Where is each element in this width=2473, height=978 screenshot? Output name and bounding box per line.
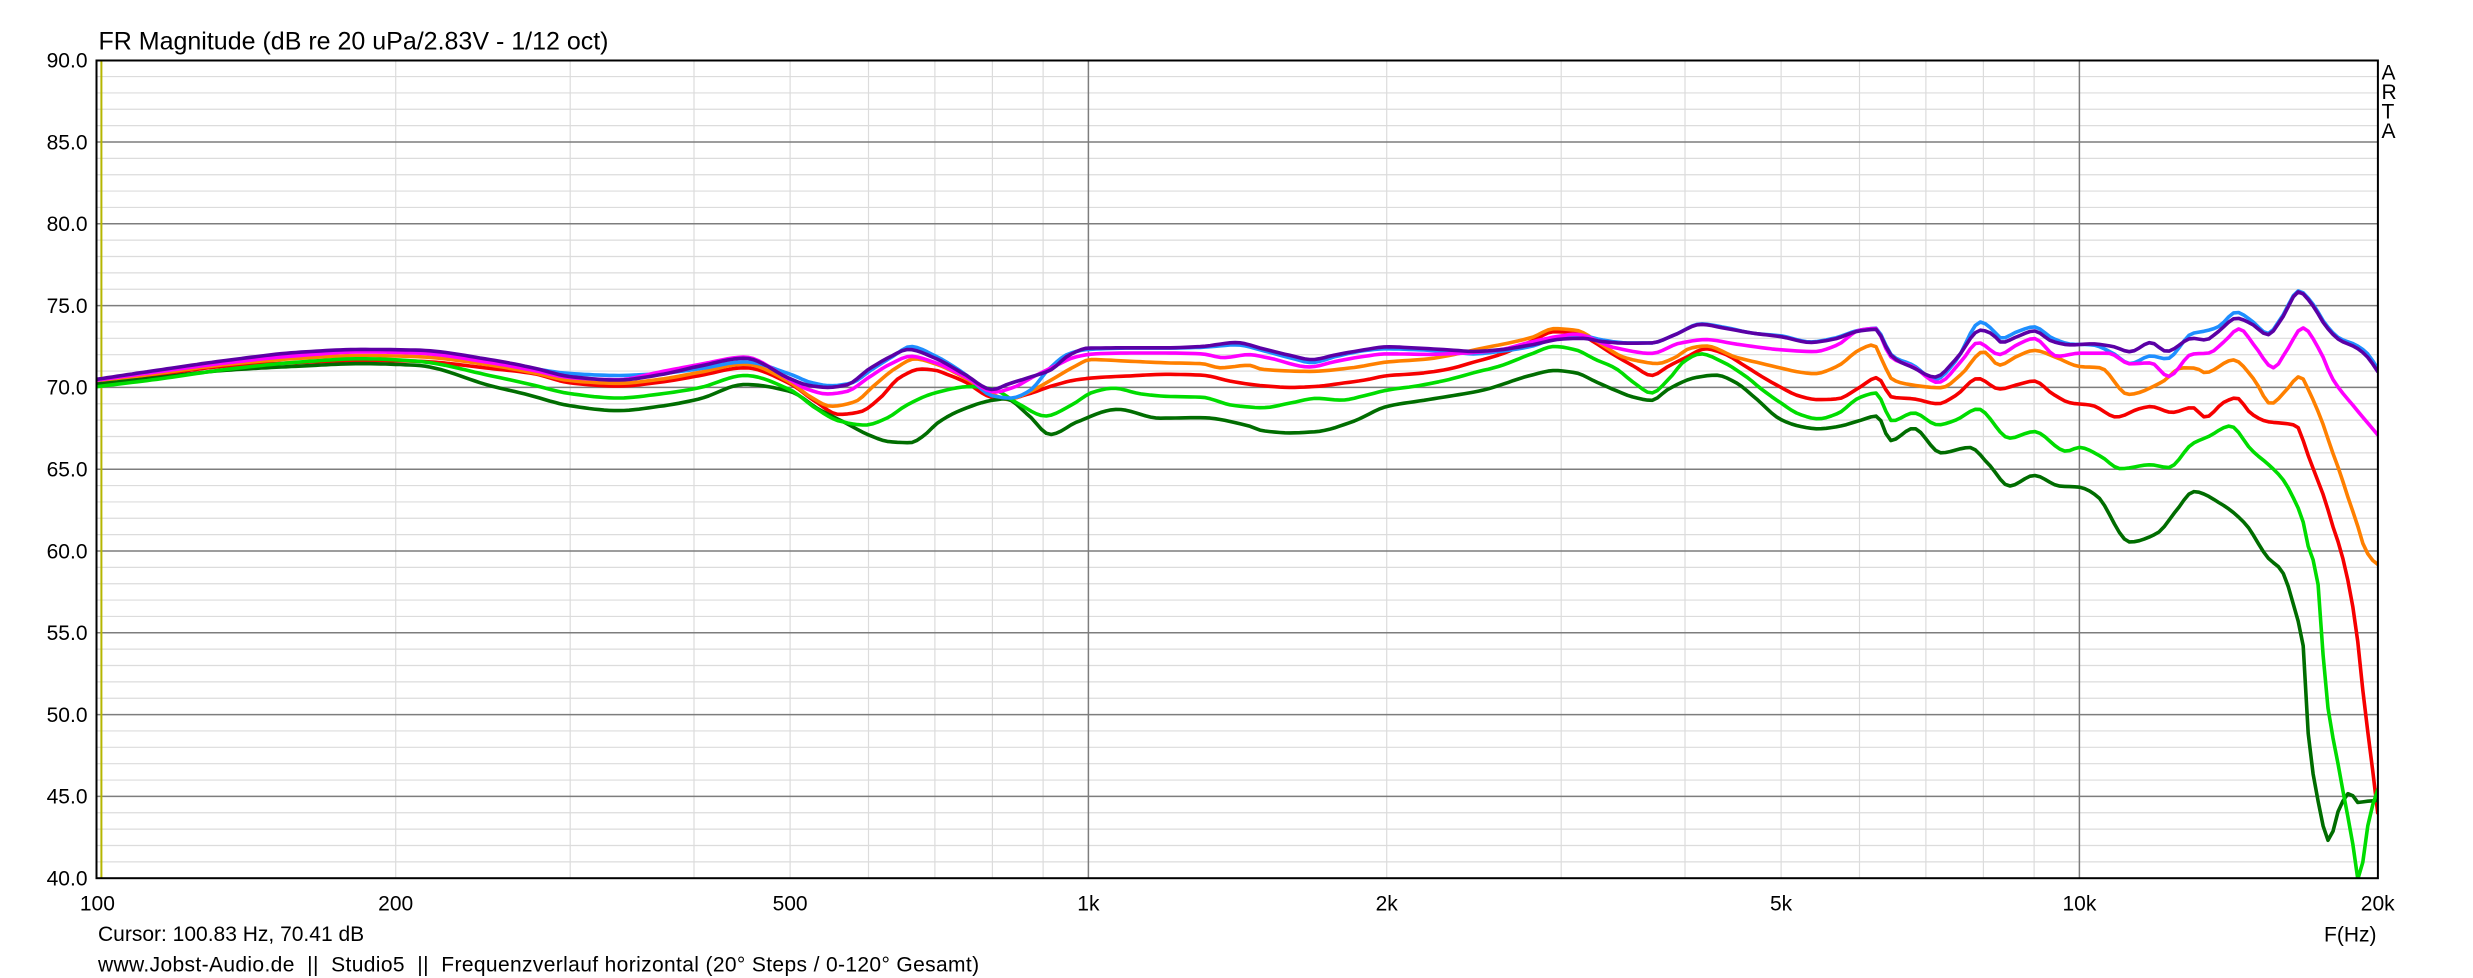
svg-text:60.0: 60.0	[47, 540, 88, 563]
svg-text:80.0: 80.0	[47, 213, 88, 236]
svg-text:75.0: 75.0	[47, 295, 88, 318]
svg-text:T: T	[2382, 101, 2395, 124]
svg-text:50.0: 50.0	[47, 704, 88, 727]
svg-text:A: A	[2382, 62, 2396, 85]
svg-text:100: 100	[80, 893, 115, 916]
svg-text:55.0: 55.0	[47, 622, 88, 645]
svg-text:F(Hz): F(Hz)	[2324, 924, 2376, 947]
svg-text:5k: 5k	[1770, 893, 1793, 916]
svg-text:R: R	[2382, 81, 2397, 104]
svg-text:65.0: 65.0	[47, 459, 88, 482]
svg-text:45.0: 45.0	[47, 786, 88, 809]
svg-text:10k: 10k	[2062, 893, 2096, 916]
svg-text:2k: 2k	[1376, 893, 1399, 916]
svg-text:Cursor: 100.83 Hz, 70.41 dB: Cursor: 100.83 Hz, 70.41 dB	[98, 923, 364, 946]
svg-text:500: 500	[773, 893, 808, 916]
svg-text:20k: 20k	[2361, 893, 2395, 916]
svg-text:200: 200	[378, 893, 413, 916]
svg-text:1k: 1k	[1077, 893, 1100, 916]
svg-text:90.0: 90.0	[47, 50, 88, 73]
svg-text:FR Magnitude (dB re 20 uPa/2.8: FR Magnitude (dB re 20 uPa/2.83V - 1/12 …	[99, 28, 609, 56]
svg-text:70.0: 70.0	[47, 377, 88, 400]
svg-text:40.0: 40.0	[47, 868, 88, 891]
svg-text:85.0: 85.0	[47, 131, 88, 154]
svg-text:www.Jobst-Audio.de || Studio: www.Jobst-Audio.de || Studio5 || Frequen…	[97, 954, 979, 977]
svg-text:A: A	[2382, 120, 2396, 143]
